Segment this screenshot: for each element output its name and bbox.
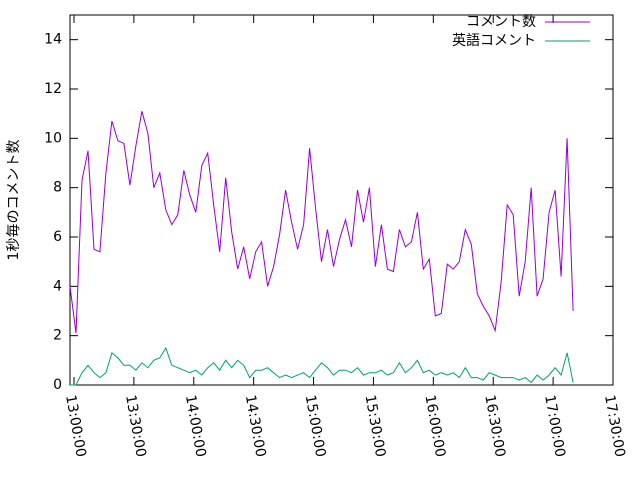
- series-line: [70, 346, 574, 386]
- y-tick-label: 6: [53, 229, 62, 245]
- y-axis-label: 1秒毎のコメント数: [6, 140, 22, 261]
- series-line: [69, 111, 574, 334]
- y-tick-label: 14: [44, 32, 62, 48]
- y-tick-label: 8: [53, 180, 62, 196]
- legend-label: 英語コメント: [452, 32, 536, 49]
- y-tick-label: 10: [44, 130, 62, 146]
- legend-label: コメント数: [466, 14, 536, 30]
- y-tick-label: 12: [44, 81, 62, 97]
- y-tick-label: 4: [53, 278, 62, 294]
- y-tick-label: 2: [53, 328, 62, 344]
- plot-border: [69, 14, 614, 386]
- y-tick-label: 0: [53, 377, 62, 393]
